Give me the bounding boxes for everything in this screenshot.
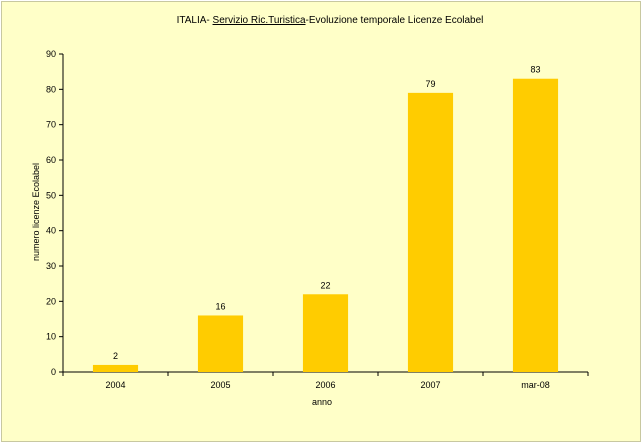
y-tick-label-9: 90 <box>46 49 56 59</box>
data-label-0: 2 <box>113 351 118 361</box>
data-label-2: 22 <box>320 280 330 290</box>
y-tick-label-7: 70 <box>46 120 56 130</box>
x-tick-label-1: 2005 <box>210 380 230 390</box>
bar-3 <box>407 92 454 372</box>
x-tick-label-3: 2007 <box>420 380 440 390</box>
chart-title-part-1: ITALIA- <box>176 15 213 26</box>
bar-4 <box>512 78 559 372</box>
chart-title: ITALIA- Servizio Ric.Turistica-Evoluzion… <box>0 15 643 26</box>
data-label-1: 16 <box>215 301 225 311</box>
y-tick-label-2: 20 <box>46 296 56 306</box>
x-tick-label-4: mar-08 <box>521 380 550 390</box>
y-tick-label-6: 60 <box>46 155 56 165</box>
y-tick-label-8: 80 <box>46 84 56 94</box>
y-tick-label-4: 40 <box>46 226 56 236</box>
data-label-4: 83 <box>530 65 540 75</box>
y-axis-label: numero licenze Ecolabel <box>31 163 41 261</box>
bar-0 <box>92 364 139 372</box>
x-axis-label: anno <box>312 397 332 407</box>
bar-1 <box>197 315 244 372</box>
y-tick-label-5: 50 <box>46 190 56 200</box>
x-tick-label-2: 2006 <box>315 380 335 390</box>
y-tick-label-3: 30 <box>46 261 56 271</box>
x-tick-label-0: 2004 <box>105 380 125 390</box>
chart-title-part-2: Servizio Ric.Turistica <box>212 15 306 26</box>
y-tick-label-1: 10 <box>46 332 56 342</box>
bar-2 <box>302 294 349 372</box>
data-label-3: 79 <box>425 79 435 89</box>
chart-title-part-3: -Evoluzione temporale Licenze Ecolabel <box>305 15 484 26</box>
y-tick-label-0: 0 <box>51 367 56 377</box>
